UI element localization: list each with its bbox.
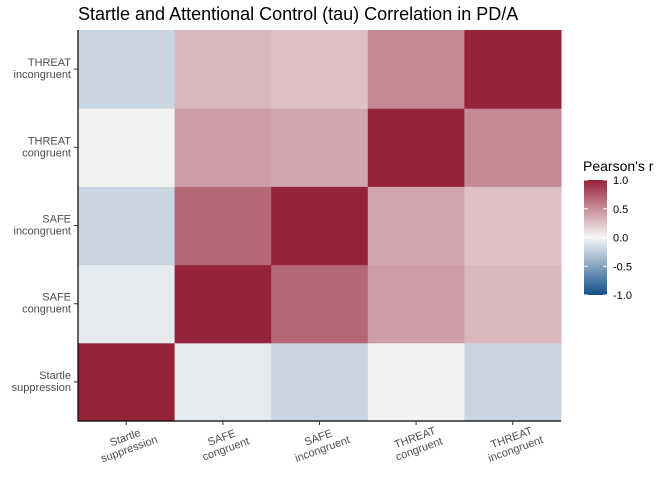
y-tick-label: THREAT congruent xyxy=(22,135,71,159)
y-tick-label-line: THREAT xyxy=(28,135,71,147)
legend-tick-label: -1.0 xyxy=(613,290,632,302)
heatmap-cell xyxy=(271,186,369,266)
y-tick-label-line: Startle xyxy=(39,370,71,382)
y-tick-label-line: suppression xyxy=(12,382,71,394)
chart-title: Startle and Attentional Control (tau) Co… xyxy=(78,4,518,24)
legend-color-bar xyxy=(584,180,607,295)
x-tick-labels: Startlesuppression SAFEcongruent SAFEincon… xyxy=(95,422,545,465)
heatmap-cell xyxy=(78,108,176,187)
x-tick-label: THREATcongruent xyxy=(390,424,444,463)
legend-tick-label: 1.0 xyxy=(613,175,628,187)
x-tick-label: SAFEincongruent xyxy=(289,423,351,465)
heatmap-cell xyxy=(174,108,272,187)
legend-title: Pearson's r xyxy=(583,158,654,174)
heatmap-cell xyxy=(367,342,465,422)
y-tick-label: SAFE incongruent xyxy=(14,214,72,238)
heatmap-cell xyxy=(174,186,272,266)
y-tick-label-line: incongruent xyxy=(14,226,72,238)
heatmap-cell xyxy=(464,30,562,109)
heatmap-cell xyxy=(271,30,369,109)
y-tick-label-line: congruent xyxy=(22,147,71,159)
y-tick-label: THREAT incongruent xyxy=(14,57,72,81)
heatmap-cell xyxy=(367,186,465,266)
x-tick-label: Startlesuppression xyxy=(95,422,159,465)
heatmap-cells xyxy=(78,30,562,422)
heatmap-cell xyxy=(367,30,465,109)
axes xyxy=(74,30,561,425)
legend-ticks: 1.0 0.5 0.0 -0.5 -1.0 xyxy=(584,175,632,302)
y-tick-label-line: SAFE xyxy=(42,292,71,304)
heatmap-cell xyxy=(78,342,176,422)
x-tick-label: THREATincongruent xyxy=(483,423,545,465)
heatmap-cell xyxy=(464,264,562,344)
heatmap-cell xyxy=(464,108,562,187)
heatmap-cell xyxy=(174,264,272,344)
x-tick-label: SAFEcongruent xyxy=(197,424,251,463)
heatmap-cell xyxy=(367,108,465,187)
y-tick-label: SAFE congruent xyxy=(22,292,71,316)
y-tick-label-line: THREAT xyxy=(28,57,71,69)
heatmap-cell xyxy=(78,186,176,266)
y-tick-label-line: SAFE xyxy=(42,214,71,226)
heatmap-cell xyxy=(464,186,562,266)
legend-tick-label: 0.0 xyxy=(613,233,628,245)
y-tick-label-line: congruent xyxy=(22,304,71,316)
heatmap-cell xyxy=(464,342,562,422)
legend: Pearson's r 1.0 0.5 0.0 -0.5 -1.0 xyxy=(583,158,654,302)
legend-tick-label: 0.5 xyxy=(613,204,628,216)
y-tick-label-line: incongruent xyxy=(14,69,72,81)
heatmap-cell xyxy=(271,108,369,187)
heatmap-cell xyxy=(174,30,272,109)
heatmap-cell xyxy=(367,264,465,344)
heatmap-cell xyxy=(271,264,369,344)
heatmap-cell xyxy=(271,342,369,422)
heatmap-cell xyxy=(174,342,272,422)
heatmap-cell xyxy=(78,30,176,109)
legend-tick-label: -0.5 xyxy=(613,261,632,273)
y-tick-label: Startle suppression xyxy=(12,370,71,394)
heatmap-cell xyxy=(78,264,176,344)
